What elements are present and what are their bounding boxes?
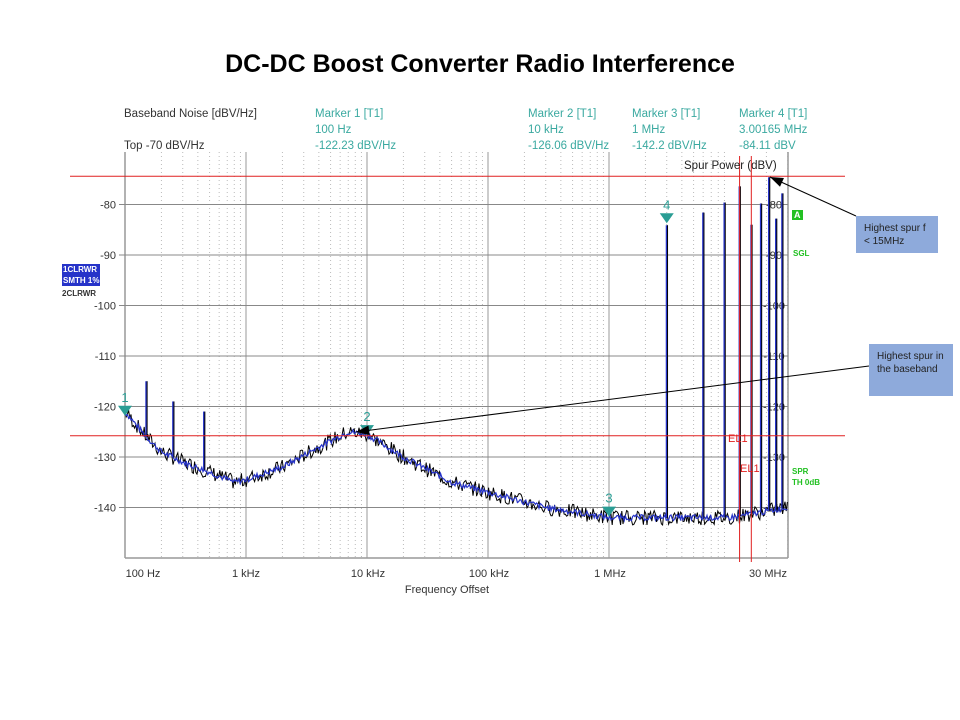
marker-label: Marker 3 [T1]: [632, 108, 701, 120]
trace-1-line: [124, 411, 788, 523]
x-axis-label: Frequency Offset: [404, 584, 490, 596]
limit-label: EL1: [728, 433, 748, 445]
marker-2-readout: Marker 2 [T1] 10 kHz -126.06 dBV/Hz: [528, 106, 609, 154]
y-tick-label-left: -120: [94, 402, 116, 414]
right-axis-label: Spur Power (dBV): [684, 160, 777, 172]
trace-2-line: [124, 409, 788, 527]
y-tick-label-left: -100: [94, 301, 116, 313]
marker-number: 2: [363, 409, 370, 424]
marker-triangle: [602, 506, 616, 517]
marker-triangle: [118, 405, 132, 416]
marker-label: Marker 4 [T1]: [739, 108, 808, 120]
trace-2-label: 2CLRWR: [62, 289, 97, 298]
x-tick-label: 1 kHz: [231, 568, 261, 580]
marker-triangle: [659, 213, 674, 224]
y-tick-label-left: -110: [95, 351, 116, 363]
y-tick-label-left: -90: [100, 250, 116, 262]
callout-arrow-baseband: [355, 365, 870, 433]
marker-level: -126.06 dBV/Hz: [528, 140, 610, 152]
trace-1-smoothing: SMTH 1%: [63, 276, 100, 285]
callout-arrow-rf-head: [770, 177, 784, 187]
header-left: Baseband Noise [dBV/Hz] Top -70 dBV/Hz: [124, 106, 257, 154]
y-tick-label-left: -130: [94, 452, 116, 464]
callout-arrow-rf: [769, 176, 857, 217]
marker-label: Marker 2 [T1]: [528, 108, 597, 120]
status-a-badge: A: [792, 210, 803, 220]
marker-1-readout: Marker 1 [T1] 100 Hz -122.23 dBV/Hz: [315, 106, 396, 154]
marker-3-readout: Marker 3 [T1] 1 MHz -142.2 dBV/Hz: [632, 106, 707, 154]
x-tick-label: 30 MHz: [749, 568, 787, 580]
callout-highest-spur-rf: Highest spur f < 15MHz: [856, 216, 938, 253]
y-tick-bg: [95, 399, 119, 414]
x-tick-label: 100 kHz: [468, 568, 510, 580]
trace-1-label: 1CLRWR SMTH 1%: [62, 264, 101, 286]
status-sgl: SGL: [793, 249, 810, 258]
y-tick-bg: [95, 298, 119, 313]
marker-4-readout: Marker 4 [T1] 3.00165 MHz -84.11 dBV: [739, 106, 807, 154]
y-tick-label-left: -140: [94, 503, 116, 515]
limit-label: EL1: [740, 463, 760, 475]
marker-freq: 100 Hz: [315, 124, 352, 136]
marker-number: 1: [121, 390, 128, 405]
y-tick-bg: [95, 500, 119, 515]
status-th: TH 0dB: [792, 478, 820, 487]
y-tick-bg: [95, 248, 119, 262]
trace-1-mode: 1CLRWR: [63, 265, 98, 274]
marker-number: 3: [605, 491, 612, 506]
y-tick-bg: [95, 197, 119, 212]
page-title: DC-DC Boost Converter Radio Interference: [225, 50, 735, 78]
marker-label: Marker 1 [T1]: [315, 108, 384, 120]
marker-level: -84.11 dBV: [739, 140, 796, 152]
x-tick-label: 10 kHz: [350, 568, 386, 580]
marker-freq: 3.00165 MHz: [739, 124, 808, 136]
y-tick-bg: [95, 450, 119, 464]
callout-highest-spur-baseband: Highest spur in the baseband: [869, 344, 953, 396]
marker-freq: 10 kHz: [528, 124, 564, 136]
marker-freq: 1 MHz: [632, 124, 666, 136]
baseband-noise-label: Baseband Noise [dBV/Hz]: [124, 108, 257, 120]
x-tick-label: 1 MHz: [594, 568, 626, 580]
marker-level: -122.23 dBV/Hz: [315, 140, 397, 152]
marker-level: -142.2 dBV/Hz: [632, 140, 707, 152]
x-tick-label: 100 Hz: [125, 568, 161, 580]
y-tick-bg: [95, 349, 119, 363]
callout-arrow-baseband-head: [356, 425, 370, 436]
y-tick-label-left: -80: [100, 200, 116, 212]
top-ref-label: Top -70 dBV/Hz: [124, 140, 205, 152]
marker-number: 4: [663, 197, 670, 212]
status-spr: SPR: [792, 467, 809, 476]
